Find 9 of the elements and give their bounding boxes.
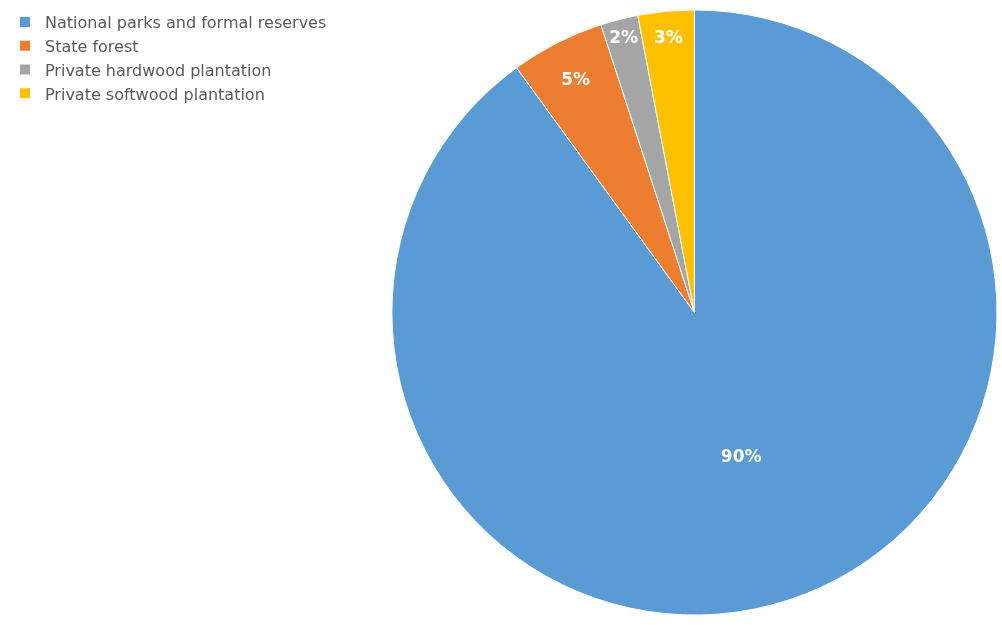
data-label: 2% [609,26,639,47]
legend-label: Private hardwood plantation [45,60,272,80]
pie-slice [391,9,998,616]
data-label: 3% [653,27,683,48]
data-label: 5% [561,69,591,90]
legend-label: National parks and formal reserves [45,13,327,33]
legend-label: State forest [45,36,139,56]
legend-label: Private softwood plantation [45,84,265,104]
data-label: 90% [720,446,762,467]
